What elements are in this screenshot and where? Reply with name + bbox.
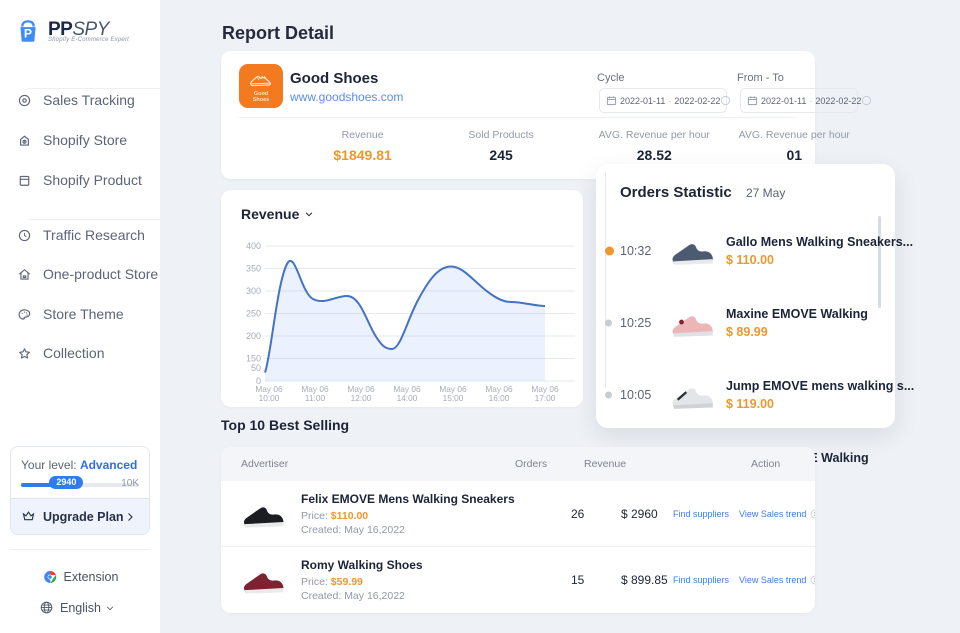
svg-text:250: 250 <box>246 309 261 319</box>
svg-text:16:00: 16:00 <box>489 393 510 403</box>
svg-text:17:00: 17:00 <box>535 393 556 403</box>
svg-text:200: 200 <box>246 331 261 341</box>
svg-text:P: P <box>24 27 32 41</box>
svg-text:300: 300 <box>246 286 261 296</box>
svg-text:11:00: 11:00 <box>305 393 326 403</box>
svg-text:150: 150 <box>246 354 261 364</box>
svg-text:50: 50 <box>251 363 261 373</box>
svg-text:350: 350 <box>246 264 261 274</box>
svg-text:15:00: 15:00 <box>443 393 464 403</box>
svg-text:14:00: 14:00 <box>397 393 418 403</box>
svg-text:12:00: 12:00 <box>351 393 372 403</box>
svg-text:10:00: 10:00 <box>259 393 280 403</box>
svg-text:400: 400 <box>246 241 261 251</box>
